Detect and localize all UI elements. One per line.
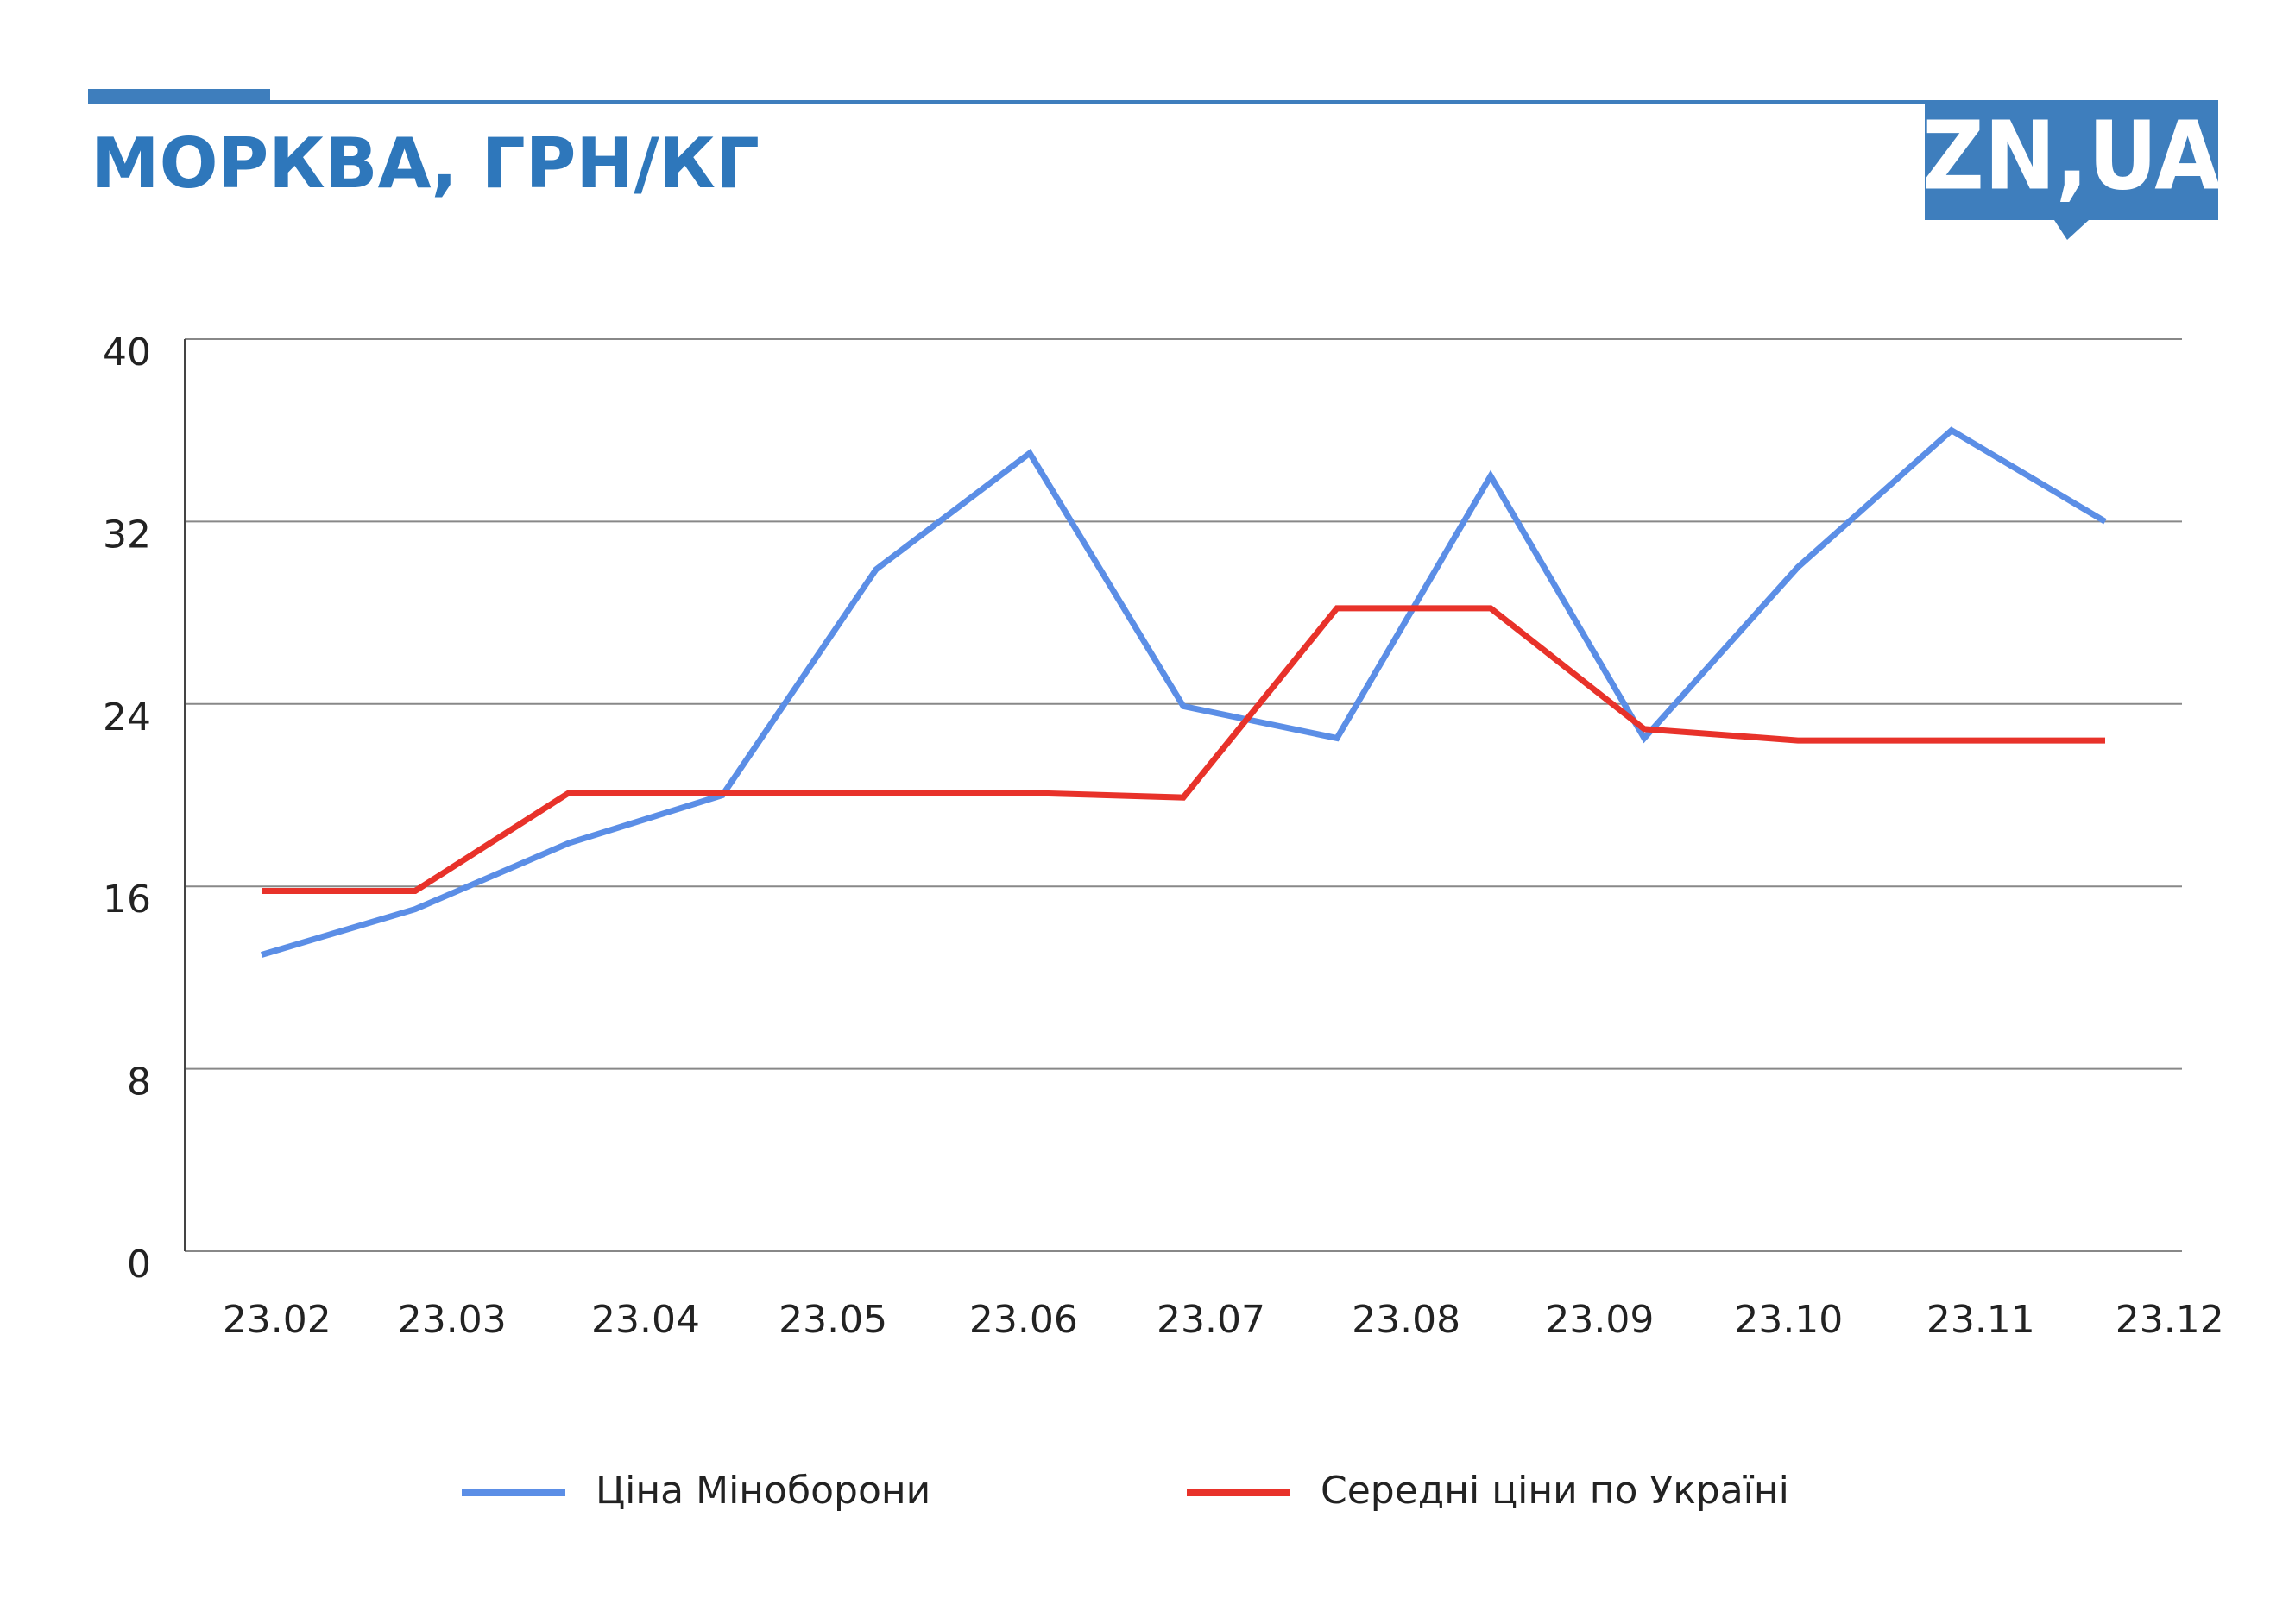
- series-line: [262, 605, 2105, 894]
- x-tick-label: 23.10: [1734, 1298, 1843, 1342]
- x-tick-label: 23.12: [2116, 1298, 2224, 1342]
- y-tick-label: 16: [103, 878, 151, 922]
- x-tick-label: 23.11: [1926, 1298, 2035, 1342]
- x-tick-label: 23.05: [779, 1298, 887, 1342]
- logo-tail: [2054, 220, 2089, 240]
- y-tick-label: 40: [103, 330, 151, 375]
- y-tick-label: 24: [103, 696, 151, 740]
- y-tick-label: 0: [127, 1243, 151, 1287]
- logo-text: ZN,UA: [1922, 100, 2221, 211]
- y-tick-label: 32: [103, 513, 151, 557]
- x-tick-label: 23.07: [1157, 1298, 1265, 1342]
- x-tick-label: 23.03: [398, 1298, 507, 1342]
- x-tick-label: 23.09: [1545, 1298, 1654, 1342]
- x-tick-label: 23.06: [969, 1298, 1078, 1342]
- x-tick-label: 23.04: [591, 1298, 700, 1342]
- legend-label: Ціна Міноборони: [596, 1469, 930, 1513]
- top-rule: [88, 100, 2216, 104]
- x-tick-label: 23.08: [1352, 1298, 1460, 1342]
- x-tick-label: 23.02: [223, 1298, 331, 1342]
- chart-title: МОРКВА, ГРН/КГ: [91, 123, 760, 204]
- y-tick-label: 8: [127, 1061, 151, 1105]
- legend-label: Середні ціни по Україні: [1321, 1469, 1789, 1513]
- top-bar: [88, 89, 270, 104]
- series-line: [261, 426, 2107, 958]
- logo-box: [1925, 100, 2218, 220]
